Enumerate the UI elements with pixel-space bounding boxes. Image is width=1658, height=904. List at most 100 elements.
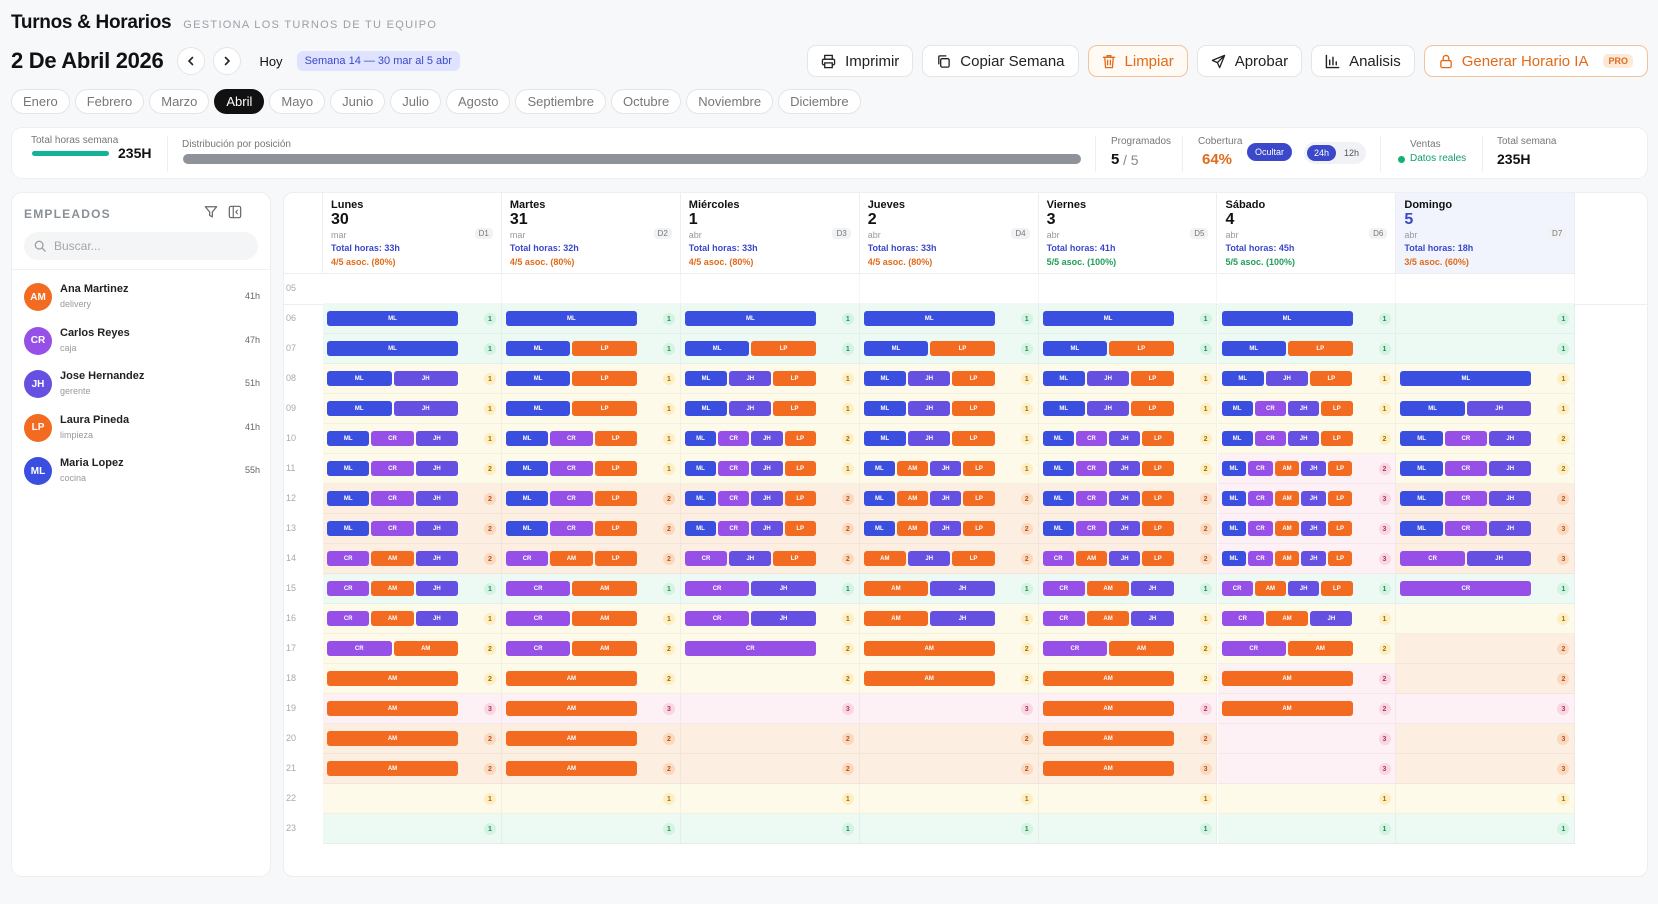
shift-block[interactable]: LP bbox=[572, 401, 637, 416]
shift-block[interactable]: JH bbox=[751, 521, 783, 536]
shift-block[interactable]: JH bbox=[1131, 581, 1174, 596]
shift-block[interactable]: AM bbox=[327, 761, 458, 776]
shift-block[interactable]: CR bbox=[718, 461, 750, 476]
shift-block[interactable]: ML bbox=[1221, 341, 1286, 356]
shift-block[interactable]: LP bbox=[1327, 521, 1353, 536]
shift-block[interactable]: JH bbox=[729, 371, 772, 386]
shift-block[interactable]: LP bbox=[963, 521, 995, 536]
shift-block[interactable]: JH bbox=[729, 551, 772, 566]
shift-block[interactable]: ML bbox=[1400, 431, 1443, 446]
schedule-cell[interactable] bbox=[1396, 274, 1576, 304]
day-header[interactable]: Lunes 30 mar D1 Total horas: 33h 4/5 asoc. (8… bbox=[323, 193, 502, 274]
schedule-cell[interactable] bbox=[1396, 724, 1576, 754]
schedule-cell[interactable] bbox=[859, 274, 1039, 304]
shift-block[interactable]: AM bbox=[550, 551, 593, 566]
shift-block[interactable]: AM bbox=[327, 671, 458, 686]
schedule-cell[interactable] bbox=[1396, 634, 1576, 664]
shift-block[interactable]: JH bbox=[1086, 401, 1130, 416]
shift-block[interactable]: CR bbox=[1444, 521, 1488, 536]
shift-block[interactable]: JH bbox=[415, 581, 458, 596]
shift-block[interactable]: LP bbox=[594, 491, 637, 506]
shift-block[interactable]: JH bbox=[908, 371, 951, 386]
shift-block[interactable]: JH bbox=[1109, 461, 1141, 476]
schedule-cell[interactable] bbox=[1217, 784, 1397, 814]
shift-block[interactable]: LP bbox=[784, 461, 816, 476]
shift-block[interactable]: ML bbox=[1042, 341, 1108, 356]
shift-block[interactable]: CR bbox=[371, 431, 414, 446]
search-input[interactable] bbox=[54, 239, 244, 253]
shift-block[interactable]: CR bbox=[1254, 431, 1286, 446]
schedule-cell[interactable] bbox=[1396, 664, 1576, 694]
shift-block[interactable]: CR bbox=[1248, 521, 1273, 536]
schedule-cell[interactable] bbox=[680, 784, 860, 814]
filter-icon[interactable] bbox=[204, 205, 218, 224]
shift-block[interactable]: AM bbox=[1274, 491, 1300, 506]
shift-block[interactable]: LP bbox=[1321, 401, 1353, 416]
schedule-cell[interactable] bbox=[1217, 274, 1397, 304]
sidebar-collapse-icon[interactable] bbox=[228, 205, 242, 224]
schedule-cell[interactable] bbox=[1217, 754, 1397, 784]
shift-block[interactable]: ML bbox=[327, 401, 392, 416]
schedule-cell[interactable] bbox=[1396, 334, 1576, 364]
shift-block[interactable]: LP bbox=[594, 431, 637, 446]
shift-block[interactable]: LP bbox=[572, 341, 637, 356]
shift-block[interactable]: JH bbox=[393, 371, 458, 386]
schedule-cell[interactable] bbox=[1217, 724, 1397, 754]
shift-block[interactable]: CR bbox=[1221, 641, 1286, 656]
month-tab-abril[interactable]: Abril bbox=[214, 89, 265, 114]
shift-block[interactable]: JH bbox=[751, 581, 816, 596]
shift-block[interactable]: ML bbox=[863, 431, 907, 446]
day-header[interactable]: Miércoles 1 abr D3 Total horas: 33h 4/5 asoc.… bbox=[680, 193, 860, 274]
next-week-button[interactable] bbox=[213, 47, 242, 75]
shift-block[interactable]: CR bbox=[1221, 611, 1264, 626]
shift-block[interactable]: CR bbox=[505, 641, 571, 656]
shift-block[interactable]: LP bbox=[930, 341, 995, 356]
shift-block[interactable]: CR bbox=[684, 581, 750, 596]
shift-block[interactable]: JH bbox=[415, 611, 458, 626]
shift-block[interactable]: CR bbox=[1254, 401, 1286, 416]
shift-block[interactable]: ML bbox=[863, 371, 907, 386]
shift-block[interactable]: JH bbox=[1109, 551, 1141, 566]
schedule-cell[interactable] bbox=[859, 754, 1039, 784]
shift-block[interactable]: JH bbox=[1301, 491, 1326, 506]
hide-coverage-button[interactable]: Ocultar bbox=[1247, 143, 1293, 161]
shift-block[interactable]: CR bbox=[1075, 461, 1108, 476]
schedule-cell[interactable] bbox=[1038, 784, 1218, 814]
day-header[interactable]: Viernes 3 abr D5 Total horas: 41h 5/5 asoc. (… bbox=[1038, 193, 1218, 274]
shift-block[interactable]: LP bbox=[1327, 551, 1353, 566]
shift-block[interactable]: LP bbox=[784, 491, 816, 506]
schedule-cell[interactable] bbox=[680, 724, 860, 754]
shift-block[interactable]: ML bbox=[1221, 431, 1253, 446]
day-header[interactable]: Martes 31 mar D2 Total horas: 32h 4/5 asoc. (… bbox=[501, 193, 681, 274]
shift-block[interactable]: JH bbox=[930, 611, 995, 626]
shift-block[interactable]: CR bbox=[327, 641, 392, 656]
shift-block[interactable]: LP bbox=[1142, 431, 1174, 446]
shift-block[interactable]: LP bbox=[773, 371, 816, 386]
shift-block[interactable]: CR bbox=[1444, 491, 1488, 506]
shift-block[interactable]: ML bbox=[327, 461, 370, 476]
shift-block[interactable]: ML bbox=[1221, 521, 1247, 536]
shift-block[interactable]: JH bbox=[1265, 371, 1309, 386]
print-button[interactable]: Imprimir bbox=[807, 45, 914, 77]
shift-block[interactable]: CR bbox=[371, 491, 414, 506]
schedule-cell[interactable] bbox=[680, 754, 860, 784]
shift-block[interactable]: JH bbox=[908, 431, 951, 446]
shift-block[interactable]: LP bbox=[572, 371, 637, 386]
shift-block[interactable]: ML bbox=[1400, 401, 1465, 416]
shift-block[interactable]: AM bbox=[1274, 521, 1300, 536]
shift-block[interactable]: ML bbox=[1400, 491, 1443, 506]
shift-block[interactable]: ML bbox=[1042, 491, 1074, 506]
shift-block[interactable]: AM bbox=[1254, 581, 1286, 596]
shift-block[interactable]: AM bbox=[1042, 761, 1174, 776]
month-tab-agosto[interactable]: Agosto bbox=[446, 89, 511, 114]
shift-block[interactable]: ML bbox=[505, 431, 549, 446]
shift-block[interactable]: ML bbox=[327, 491, 370, 506]
shift-block[interactable]: ML bbox=[505, 341, 571, 356]
shift-block[interactable]: JH bbox=[930, 461, 962, 476]
shift-block[interactable]: ML bbox=[1042, 521, 1074, 536]
shift-block[interactable]: AM bbox=[1042, 701, 1174, 716]
schedule-cell[interactable] bbox=[1396, 814, 1576, 844]
shift-block[interactable]: ML bbox=[684, 431, 717, 446]
shift-block[interactable]: JH bbox=[751, 491, 783, 506]
shift-block[interactable]: AM bbox=[1221, 671, 1353, 686]
